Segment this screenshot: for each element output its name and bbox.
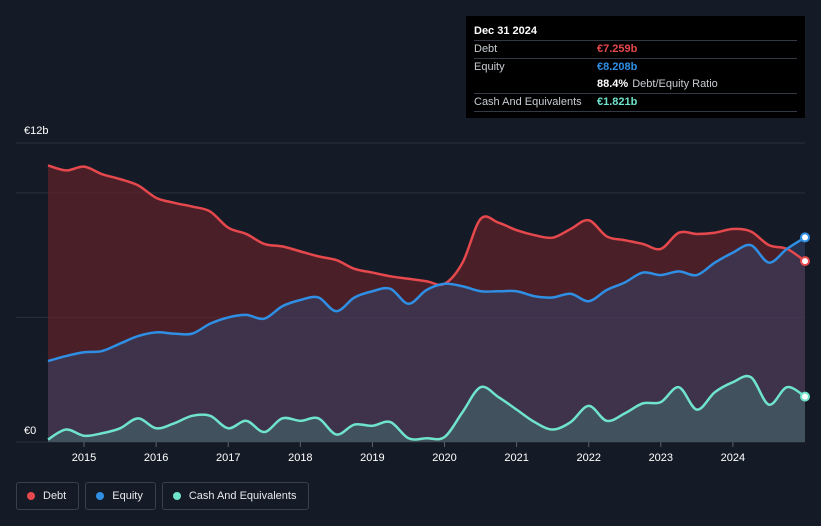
- x-tick-label: 2016: [144, 452, 168, 464]
- x-tick-label: 2023: [649, 452, 673, 464]
- line-cash-and-equivalents: [47, 374, 806, 441]
- legend-label: Debt: [43, 490, 67, 502]
- legend-item-debt[interactable]: Debt: [16, 482, 80, 510]
- x-tick-label: 2021: [504, 452, 528, 464]
- x-tick-label: 2020: [432, 452, 456, 464]
- end-marker-debt: [800, 256, 810, 267]
- x-tick-label: 2024: [721, 452, 745, 464]
- y-tick-zero: €0: [24, 425, 37, 437]
- legend-label: Cash And Equivalents: [188, 490, 297, 502]
- tooltip-label: [474, 76, 597, 93]
- tooltip-row-ratio: 88.4% Debt/Equity Ratio: [474, 76, 797, 93]
- tooltip-value: €7.259b: [597, 43, 638, 55]
- tooltip-label: Equity: [474, 61, 505, 73]
- tooltip-row-cash: Cash And Equivalents €1.821b: [474, 93, 797, 112]
- series-areas: [48, 165, 805, 443]
- tooltip-label: Debt: [474, 43, 498, 55]
- legend: Debt Equity Cash And Equivalents: [16, 482, 310, 510]
- legend-dot-icon: [172, 492, 181, 500]
- x-tick-label: 2022: [576, 452, 600, 464]
- legend-dot-icon: [27, 492, 35, 500]
- tooltip-row-equity: Equity €8.208b: [474, 58, 797, 76]
- tooltip-panel: Dec 31 2024 Debt €7.259b Equity €8.208b …: [466, 16, 805, 118]
- series-end-markers: [800, 232, 810, 402]
- legend-item-cash[interactable]: Cash And Equivalents: [161, 482, 310, 510]
- end-marker-cash-and-equivalents: [800, 391, 810, 402]
- tooltip-label: Cash And Equivalents: [474, 96, 582, 108]
- line-debt: [47, 164, 806, 287]
- x-tick-label: 2019: [360, 452, 384, 464]
- end-marker-equity: [800, 232, 810, 243]
- area-equity: [48, 237, 805, 442]
- tooltip-ratio-caption: Debt/Equity Ratio: [632, 78, 718, 90]
- series-lines: [47, 164, 806, 441]
- tooltip-value: €1.821b: [597, 96, 638, 108]
- x-tick-label: 2018: [288, 452, 312, 464]
- x-tick-label: 2015: [72, 452, 96, 464]
- x-axis-ticks: 2015 2016 2017 2018 2019 2020 2021 2022 2023 2024: [72, 442, 745, 464]
- legend-item-equity[interactable]: Equity: [85, 482, 156, 510]
- x-tick-label: 2017: [216, 452, 240, 464]
- tooltip-value: 88.4%: [597, 78, 629, 90]
- line-equity: [47, 236, 806, 363]
- tooltip-row-debt: Debt €7.259b: [474, 40, 797, 58]
- legend-dot-icon: [96, 492, 105, 500]
- y-tick-top: €12b: [24, 125, 49, 137]
- legend-label: Equity: [112, 490, 143, 502]
- tooltip-date: Dec 31 2024: [474, 25, 537, 37]
- tooltip-value: €8.208b: [597, 61, 638, 73]
